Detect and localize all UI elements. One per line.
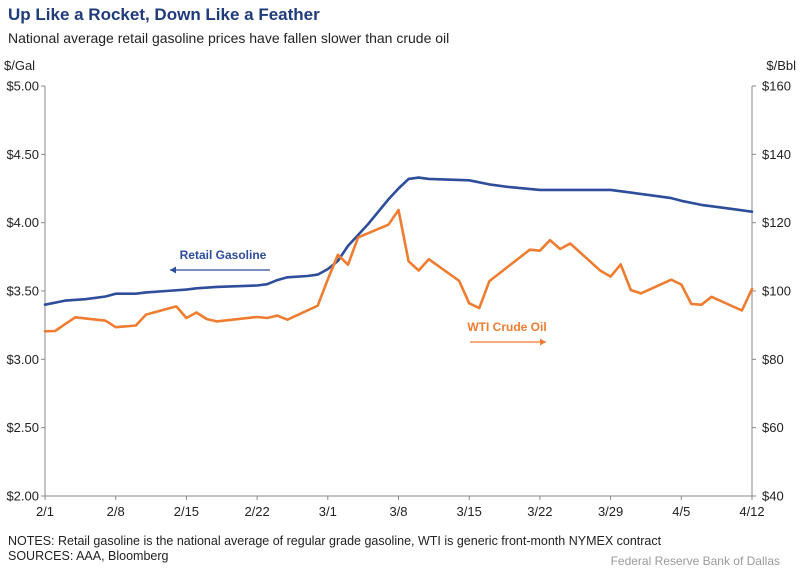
left-axis-unit-label: $/Gal: [4, 58, 35, 73]
chart-axes: $/Gal $/Bbl $2.00 $2.50 $3.00 $3.50 $4.00 $4.50…: [4, 58, 796, 519]
retail-gasoline-arrow-head: [170, 266, 176, 274]
x-axis-tick-label: 2/8: [107, 504, 125, 519]
x-axis-tick-label: 3/29: [598, 504, 623, 519]
source-credit: Federal Reserve Bank of Dallas: [610, 554, 780, 568]
left-axis-tick-label: $5.00: [6, 79, 39, 94]
x-axis-tick-label: 2/22: [244, 504, 269, 519]
left-axis-tick-label: $3.00: [6, 352, 39, 367]
left-axis-tick-label: $2.00: [6, 489, 39, 504]
chart-title: Up Like a Rocket, Down Like a Feather: [8, 5, 320, 24]
right-axis-tick-label: $40: [762, 489, 784, 504]
left-axis-tick-label: $2.50: [6, 420, 39, 435]
chart-subtitle: National average retail gasoline prices …: [8, 30, 450, 46]
right-axis-unit-label: $/Bbl: [766, 58, 796, 73]
retail-gasoline-series-label: Retail Gasoline: [180, 248, 267, 262]
notes-text: NOTES: Retail gasoline is the national a…: [8, 534, 662, 548]
chart-notes: NOTES: Retail gasoline is the national a…: [8, 534, 661, 564]
right-axis-tick-label: $60: [762, 420, 784, 435]
retail-gasoline-line: [43, 176, 754, 306]
x-axis-tick-label: 3/1: [319, 504, 337, 519]
x-axis-tick-label: 2/15: [174, 504, 199, 519]
x-axis-tick-label: 4/12: [739, 504, 764, 519]
chart-series-labels: Retail Gasoline WTI Crude Oil: [170, 248, 547, 346]
right-axis-tick-label: $80: [762, 352, 784, 367]
right-axis-tick-label: $160: [762, 79, 791, 94]
left-axis-tick-label: $4.50: [6, 147, 39, 162]
x-axis-tick-label: 4/5: [672, 504, 690, 519]
x-axis-tick-label: 3/8: [389, 504, 407, 519]
right-axis-tick-label: $120: [762, 215, 791, 230]
wti-crude-oil-arrow-head: [540, 338, 546, 346]
wti-crude-oil-line: [43, 208, 754, 333]
wti-crude-oil-series-label: WTI Crude Oil: [467, 320, 546, 334]
right-axis-tick-label: $100: [762, 284, 791, 299]
x-axis-tick-label: 3/15: [457, 504, 482, 519]
x-axis-tick-label: 2/1: [36, 504, 54, 519]
left-axis-tick-label: $4.00: [6, 215, 39, 230]
x-axis-tick-label: 3/22: [527, 504, 552, 519]
left-axis-tick-label: $3.50: [6, 284, 39, 299]
chart-series: [43, 176, 754, 333]
right-axis-tick-label: $140: [762, 147, 791, 162]
sources-text: SOURCES: AAA, Bloomberg: [8, 549, 169, 563]
